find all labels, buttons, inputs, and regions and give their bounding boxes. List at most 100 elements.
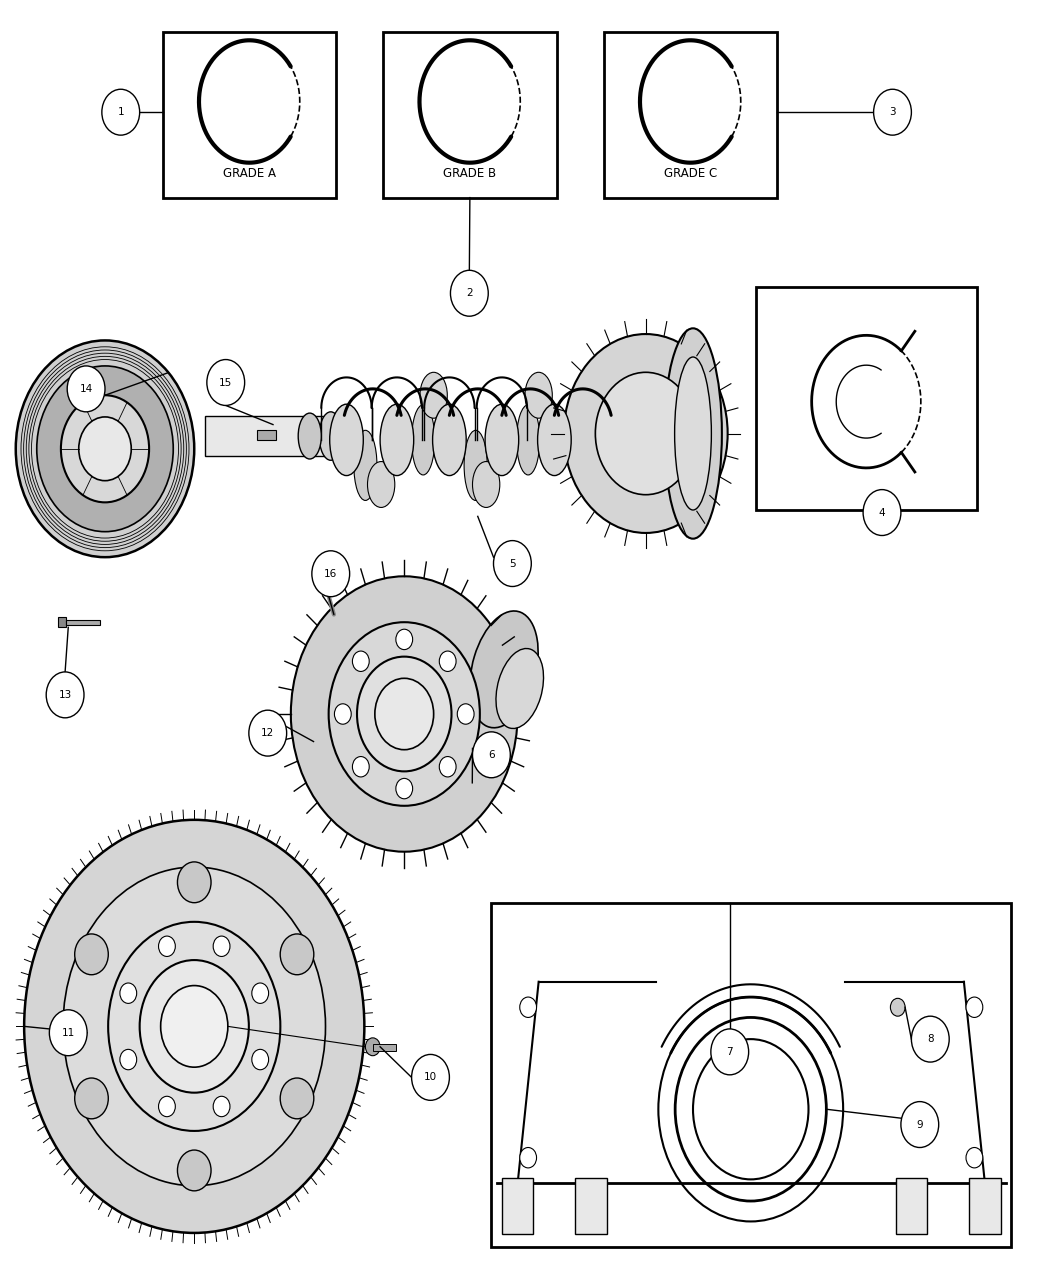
Circle shape xyxy=(874,89,911,135)
Circle shape xyxy=(249,710,287,756)
Ellipse shape xyxy=(464,431,487,501)
Circle shape xyxy=(520,997,537,1017)
Circle shape xyxy=(24,820,364,1233)
Bar xyxy=(257,430,276,440)
Ellipse shape xyxy=(664,329,722,538)
Circle shape xyxy=(280,1079,314,1119)
Bar xyxy=(969,1178,1001,1234)
Circle shape xyxy=(966,1148,983,1168)
Circle shape xyxy=(396,778,413,798)
Circle shape xyxy=(102,89,140,135)
Bar xyxy=(896,1178,927,1234)
Text: 14: 14 xyxy=(80,384,92,394)
Circle shape xyxy=(61,395,149,502)
Circle shape xyxy=(890,998,905,1016)
Circle shape xyxy=(396,630,413,650)
Circle shape xyxy=(595,372,696,495)
Ellipse shape xyxy=(330,404,363,476)
Circle shape xyxy=(120,983,136,1003)
Circle shape xyxy=(213,1096,230,1117)
Circle shape xyxy=(75,933,108,974)
Text: 10: 10 xyxy=(424,1072,437,1082)
Bar xyxy=(575,1178,607,1234)
Ellipse shape xyxy=(517,405,540,476)
Circle shape xyxy=(911,1016,949,1062)
Text: 5: 5 xyxy=(509,558,516,569)
Ellipse shape xyxy=(420,372,447,418)
Text: 12: 12 xyxy=(261,728,274,738)
Circle shape xyxy=(75,1079,108,1119)
Text: 8: 8 xyxy=(927,1034,933,1044)
Circle shape xyxy=(312,551,350,597)
Ellipse shape xyxy=(469,611,539,728)
Text: 9: 9 xyxy=(917,1119,923,1130)
Circle shape xyxy=(472,732,510,778)
Text: 4: 4 xyxy=(879,507,885,518)
Circle shape xyxy=(334,704,351,724)
Circle shape xyxy=(357,657,452,771)
Circle shape xyxy=(458,704,475,724)
Text: 11: 11 xyxy=(62,1028,75,1038)
Text: 16: 16 xyxy=(324,569,337,579)
Circle shape xyxy=(863,490,901,536)
Ellipse shape xyxy=(433,404,466,476)
Bar xyxy=(205,416,331,456)
Text: GRADE A: GRADE A xyxy=(223,167,276,180)
Circle shape xyxy=(159,1096,175,1117)
Text: 15: 15 xyxy=(219,377,232,388)
Circle shape xyxy=(252,1049,269,1070)
Text: 6: 6 xyxy=(488,750,495,760)
Circle shape xyxy=(329,622,480,806)
Text: 2: 2 xyxy=(466,288,472,298)
Circle shape xyxy=(161,986,228,1067)
Bar xyxy=(66,620,100,625)
Ellipse shape xyxy=(319,412,342,460)
Circle shape xyxy=(49,1010,87,1056)
Circle shape xyxy=(450,270,488,316)
Circle shape xyxy=(564,334,728,533)
Circle shape xyxy=(252,983,269,1003)
Circle shape xyxy=(520,1148,537,1168)
Bar xyxy=(373,1044,396,1051)
Ellipse shape xyxy=(368,462,395,507)
Bar xyxy=(491,903,1011,1247)
Text: 7: 7 xyxy=(727,1047,733,1057)
Ellipse shape xyxy=(496,649,544,728)
Circle shape xyxy=(79,417,131,481)
Bar xyxy=(604,32,777,198)
Circle shape xyxy=(711,1029,749,1075)
Circle shape xyxy=(213,936,230,956)
Ellipse shape xyxy=(485,404,519,476)
Circle shape xyxy=(375,678,434,750)
Ellipse shape xyxy=(525,372,552,418)
Bar xyxy=(502,1178,533,1234)
Bar xyxy=(58,617,66,627)
Circle shape xyxy=(494,541,531,587)
Circle shape xyxy=(140,960,249,1093)
Ellipse shape xyxy=(674,357,712,510)
Circle shape xyxy=(46,672,84,718)
Circle shape xyxy=(901,1102,939,1148)
Circle shape xyxy=(966,997,983,1017)
Ellipse shape xyxy=(472,462,500,507)
Text: 3: 3 xyxy=(889,107,896,117)
Circle shape xyxy=(16,340,194,557)
Text: GRADE C: GRADE C xyxy=(664,167,717,180)
Circle shape xyxy=(37,366,173,532)
Circle shape xyxy=(412,1054,449,1100)
Ellipse shape xyxy=(538,404,571,476)
Bar xyxy=(383,32,556,198)
Circle shape xyxy=(439,652,456,672)
Bar xyxy=(756,287,977,510)
Circle shape xyxy=(353,652,370,672)
Text: 1: 1 xyxy=(118,107,124,117)
Ellipse shape xyxy=(298,413,321,459)
Bar xyxy=(163,32,336,198)
Circle shape xyxy=(280,933,314,974)
Circle shape xyxy=(177,1150,211,1191)
Circle shape xyxy=(365,1038,380,1056)
Circle shape xyxy=(291,576,518,852)
Circle shape xyxy=(108,922,280,1131)
Circle shape xyxy=(439,756,456,776)
Circle shape xyxy=(207,360,245,405)
